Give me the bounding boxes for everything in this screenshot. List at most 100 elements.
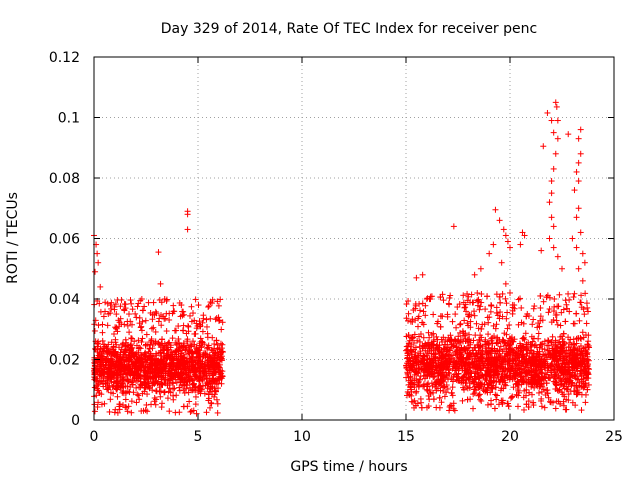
- data-point: [133, 384, 140, 391]
- data-point: [162, 315, 169, 322]
- y-tick-label: 0.1: [58, 111, 80, 127]
- data-point: [157, 388, 164, 395]
- data-point: [114, 393, 121, 400]
- x-tick-label: 20: [501, 429, 519, 445]
- data-point: [139, 307, 146, 314]
- data-point: [172, 409, 179, 416]
- data-point: [97, 308, 104, 315]
- data-point: [187, 312, 194, 319]
- x-tick-label: 0: [90, 429, 99, 445]
- data-point: [148, 401, 155, 408]
- data-point: [117, 315, 124, 322]
- data-point: [100, 313, 107, 320]
- data-point: [137, 324, 144, 331]
- data-point: [138, 327, 145, 334]
- data-point: [99, 337, 106, 344]
- data-point: [204, 357, 211, 364]
- data-point: [201, 390, 208, 397]
- data-point: [192, 393, 199, 400]
- data-point: [121, 342, 128, 349]
- data-point: [204, 334, 211, 341]
- data-point: [157, 393, 164, 400]
- data-point: [116, 403, 123, 410]
- data-point: [188, 342, 195, 349]
- data-point: [143, 331, 150, 338]
- data-point: [218, 326, 225, 333]
- data-point: [207, 404, 214, 411]
- data-point: [189, 310, 196, 317]
- data-point: [106, 408, 113, 415]
- data-point: [177, 313, 184, 320]
- data-point: [128, 379, 135, 386]
- data-point: [148, 337, 155, 344]
- data-point: [192, 296, 199, 303]
- data-point: [187, 408, 194, 415]
- data-point: [193, 374, 200, 381]
- data-point: [122, 336, 129, 343]
- data-point: [180, 403, 187, 410]
- data-point: [167, 389, 174, 396]
- data-point: [159, 336, 166, 343]
- data-point: [107, 396, 114, 403]
- data-point: [175, 336, 182, 343]
- data-point: [212, 388, 219, 395]
- data-point: [188, 303, 195, 310]
- data-point: [214, 400, 221, 407]
- data-point: [199, 382, 206, 389]
- data-point: [111, 303, 118, 310]
- data-point: [219, 319, 226, 326]
- data-point: [126, 329, 133, 336]
- data-point: [104, 300, 111, 307]
- data-point: [192, 330, 199, 337]
- data-point: [219, 341, 226, 348]
- data-point: [98, 377, 105, 384]
- data-point: [128, 335, 135, 342]
- data-point: [190, 338, 197, 345]
- x-tick-label: 5: [194, 429, 203, 445]
- data-point: [149, 311, 156, 318]
- data-point: [124, 322, 131, 329]
- data-point: [164, 376, 171, 383]
- data-point: [143, 401, 150, 408]
- data-point: [173, 340, 180, 347]
- data-point: [152, 308, 159, 315]
- data-point: [128, 321, 135, 328]
- data-point: [127, 297, 134, 304]
- y-tick-label: 0.06: [49, 232, 80, 248]
- data-point: [158, 311, 165, 318]
- data-point: [201, 363, 208, 370]
- data-point: [205, 304, 212, 311]
- data-point: [197, 368, 204, 375]
- y-tick-label: 0.08: [49, 171, 80, 187]
- data-point: [139, 335, 146, 342]
- y-tick-label: 0: [71, 413, 80, 429]
- data-point: [103, 357, 110, 364]
- data-point: [170, 385, 177, 392]
- data-point: [188, 318, 195, 325]
- y-tick-label: 0.12: [49, 50, 80, 66]
- data-point: [92, 375, 99, 382]
- data-point: [192, 401, 199, 408]
- grid: [94, 57, 614, 420]
- data-point: [155, 318, 162, 325]
- data-point: [217, 340, 224, 347]
- data-point: [190, 380, 197, 387]
- data-point: [113, 386, 120, 393]
- data-point: [210, 375, 217, 382]
- points-layer: [91, 99, 593, 417]
- data-point: [187, 355, 194, 362]
- data-point: [91, 327, 98, 334]
- data-point: [102, 299, 109, 306]
- data-point: [176, 387, 183, 394]
- x-tick-label: 25: [605, 429, 623, 445]
- data-point: [133, 314, 140, 321]
- data-point: [100, 383, 107, 390]
- y-tick-label: 0.02: [49, 353, 80, 369]
- data-point: [137, 345, 144, 352]
- data-point: [125, 311, 132, 318]
- data-point: [206, 376, 213, 383]
- data-point: [211, 369, 218, 376]
- data-point: [97, 359, 104, 366]
- data-point: [110, 330, 117, 337]
- data-point: [205, 397, 212, 404]
